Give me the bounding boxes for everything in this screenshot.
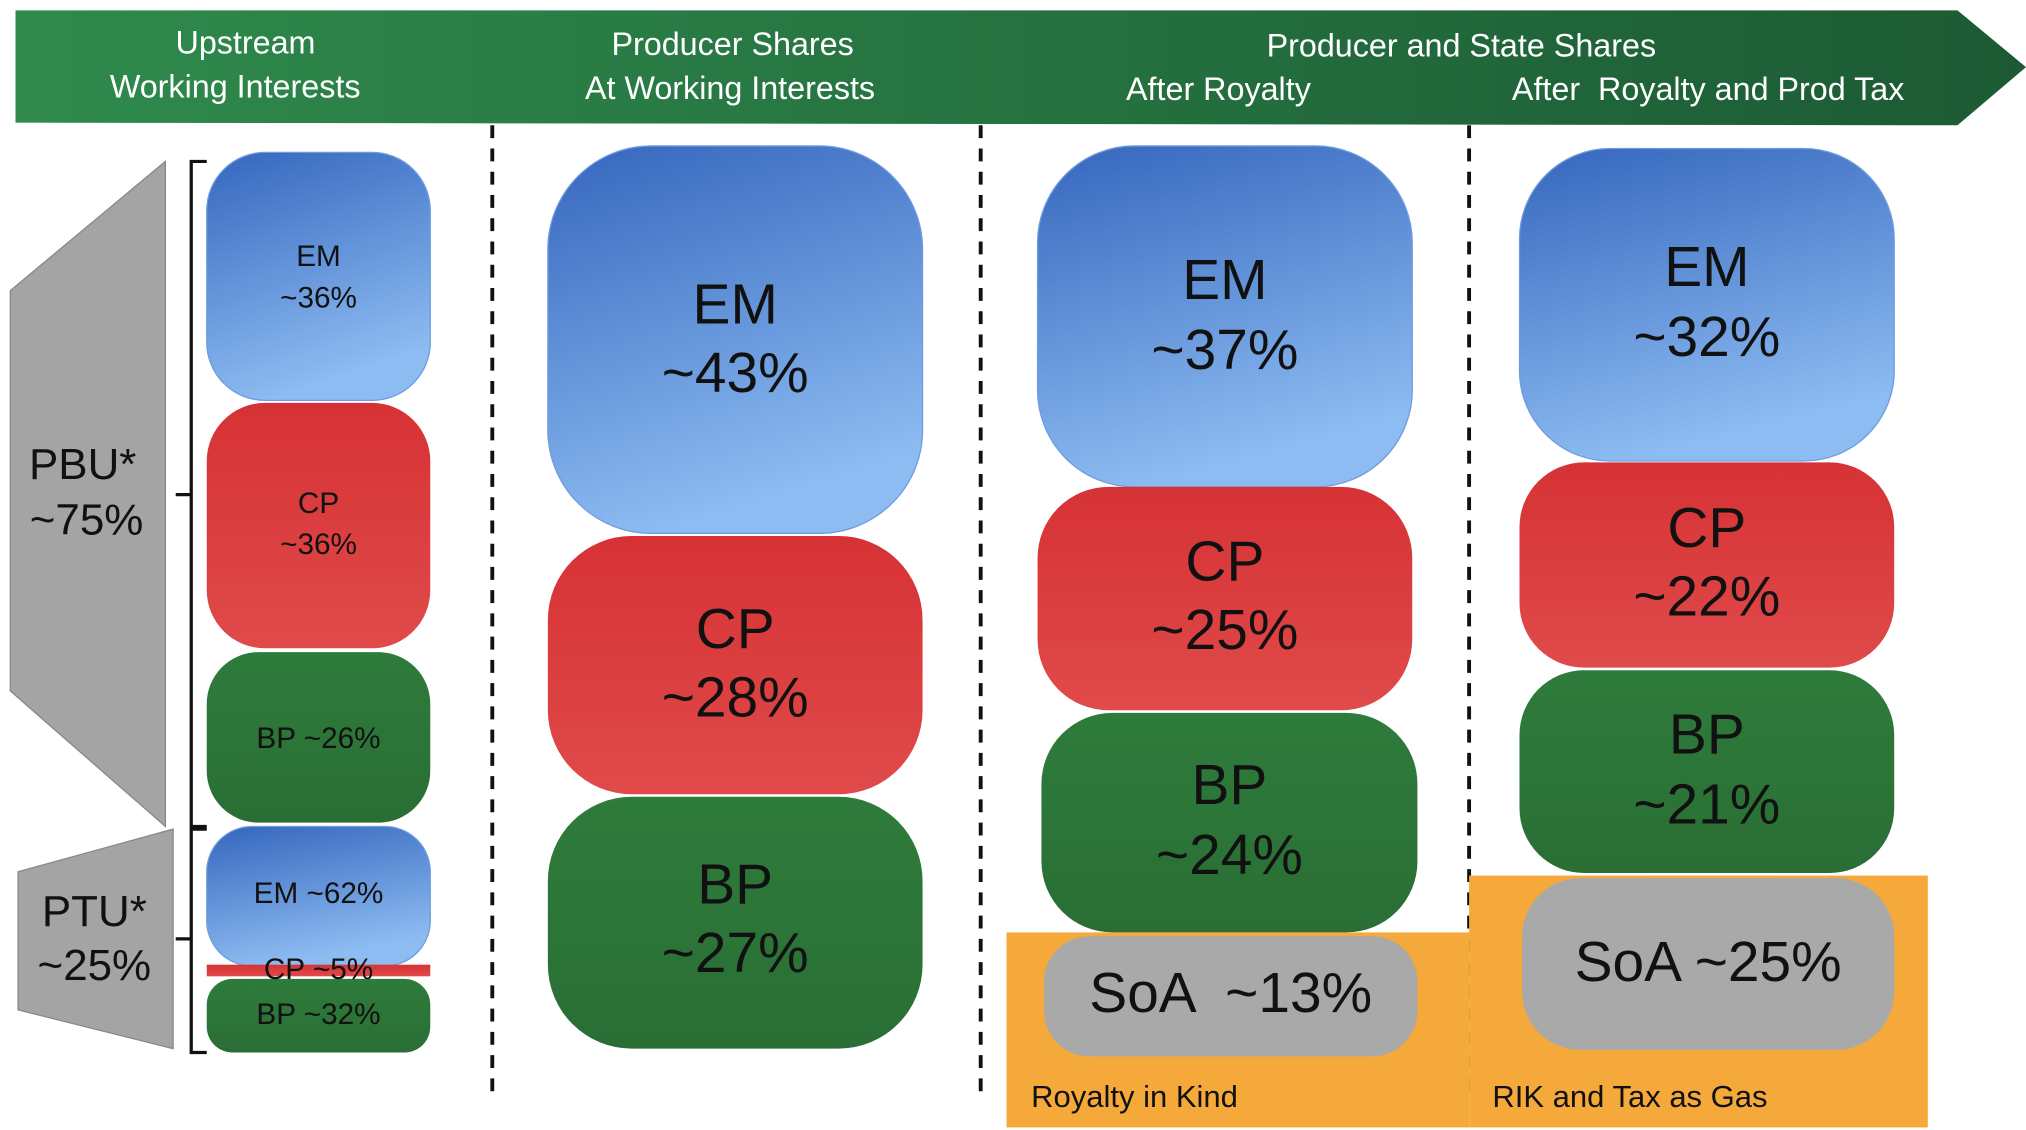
block-label: SoA ~13% xyxy=(1089,962,1372,1025)
blocks: EM ~36% CP ~36% BP ~26% EM ~62% CP ~5% BP ~32% E… xyxy=(206,145,1895,1057)
block-label: BP xyxy=(697,854,773,917)
header-text: Working Interests xyxy=(110,69,361,105)
block-label: ~43% xyxy=(662,342,809,405)
block-label: EM xyxy=(1664,236,1749,299)
block-label: BP xyxy=(1669,704,1745,767)
header-text: At Working Interests xyxy=(585,70,875,106)
block-label: ~25% xyxy=(1151,599,1298,662)
block-label: ~22% xyxy=(1633,566,1780,629)
unit-label: ~25% xyxy=(38,941,152,990)
unit-label: PBU* xyxy=(29,440,136,489)
block-label: ~21% xyxy=(1633,773,1780,836)
share-block xyxy=(1518,147,1895,462)
block-label: BP ~32% xyxy=(256,998,380,1031)
note: RIK and Tax as Gas xyxy=(1492,1079,1767,1114)
header-text: After Royalty xyxy=(1126,71,1312,107)
block-label: EM xyxy=(1182,249,1267,312)
header-text: After Royalty and Prod Tax xyxy=(1512,71,1904,107)
block-label: SoA ~25% xyxy=(1575,931,1842,994)
share-block xyxy=(206,964,431,977)
note: Royalty in Kind xyxy=(1031,1079,1238,1114)
share-block xyxy=(1519,670,1895,874)
share-block xyxy=(1519,462,1895,668)
unit-label: ~75% xyxy=(30,496,144,545)
block-label: EM xyxy=(693,274,778,337)
block-label: ~28% xyxy=(662,666,809,729)
share-block xyxy=(547,535,923,795)
block-label: ~37% xyxy=(1151,319,1298,382)
block-label: CP ~5% xyxy=(264,953,373,986)
block-label: CP xyxy=(1667,497,1746,560)
share-block xyxy=(1044,936,1418,1057)
block-label: CP xyxy=(1185,531,1264,594)
block-label: CP xyxy=(298,487,339,520)
share-block xyxy=(547,796,923,1049)
block-label: CP xyxy=(696,598,775,661)
pbu-shape xyxy=(9,160,167,828)
header-arrow xyxy=(15,10,2026,126)
share-block xyxy=(1037,486,1413,711)
block-label: ~27% xyxy=(662,922,809,985)
share-block xyxy=(206,978,431,1053)
block-label: ~24% xyxy=(1156,824,1303,887)
share-block xyxy=(1041,712,1418,933)
unit-label: PTU* xyxy=(42,887,147,936)
share-block xyxy=(547,145,924,535)
block-label: EM xyxy=(296,240,341,273)
block-label: ~32% xyxy=(1633,306,1780,369)
block-label: BP ~26% xyxy=(256,722,380,755)
header-text: Producer Shares xyxy=(611,26,853,62)
header-text: Upstream xyxy=(176,25,316,61)
share-block xyxy=(206,151,431,401)
ptu-shape xyxy=(17,828,174,1050)
braces xyxy=(175,159,207,1055)
block-label: BP xyxy=(1192,754,1268,817)
share-block xyxy=(206,652,431,823)
block-label: ~36% xyxy=(280,528,357,561)
share-block xyxy=(206,402,431,649)
share-block xyxy=(1036,145,1413,488)
block-label: EM ~62% xyxy=(254,877,384,910)
header-text: Producer and State Shares xyxy=(1267,27,1657,63)
block-label: ~36% xyxy=(280,281,357,314)
share-block xyxy=(1522,878,1895,1050)
